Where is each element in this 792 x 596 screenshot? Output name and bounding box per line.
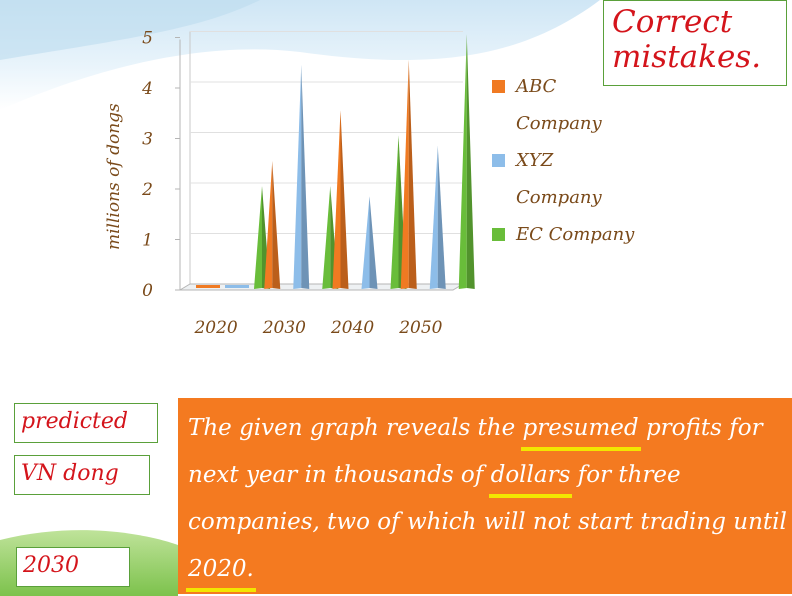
- legend-label: ABC: [516, 76, 557, 97]
- legend-label: Company: [516, 113, 602, 134]
- bar: [361, 196, 370, 289]
- highlight-2020: 2020.: [186, 546, 256, 593]
- bar: [332, 110, 341, 289]
- x-tick-label: 2020: [193, 318, 237, 338]
- bar-side: [437, 145, 446, 289]
- legend-item: ABC Company: [492, 68, 662, 142]
- x-tick-label: 2040: [330, 318, 374, 338]
- y-tick-label: 3: [142, 130, 153, 150]
- bar: [225, 285, 249, 288]
- paragraph-part-2: profits for next year in thousands of: [188, 415, 763, 488]
- highlight-presumed: presumed: [520, 405, 641, 452]
- bar-side: [340, 110, 349, 289]
- x-tick-label: 2050: [398, 318, 442, 338]
- bar: [429, 145, 438, 289]
- legend-swatch: [492, 228, 505, 241]
- title-line-1: Correct: [612, 4, 733, 40]
- y-tick-label: 0: [142, 281, 153, 301]
- y-tick-label: 2: [141, 180, 153, 200]
- bar-side: [272, 160, 281, 289]
- legend-label: EC Company: [516, 224, 635, 245]
- bar: [458, 34, 467, 289]
- highlight-dollars: dollars: [488, 452, 573, 499]
- title-box: Correct mistakes.: [603, 0, 787, 86]
- bar: [264, 160, 273, 289]
- bar-side: [301, 64, 310, 289]
- bar: [254, 186, 262, 289]
- bar: [400, 59, 409, 289]
- correction-predicted: predicted: [14, 403, 158, 443]
- bar-side: [466, 34, 475, 289]
- paragraph-part-1: The given graph reveals the: [188, 415, 523, 441]
- legend-swatch: [492, 154, 505, 167]
- correction-vn-dong: VN dong: [14, 455, 150, 495]
- legend-item: EC Company: [492, 216, 662, 253]
- legend-label: XYZ: [516, 150, 554, 171]
- y-tick-label: 1: [142, 231, 153, 251]
- bar: [390, 135, 399, 289]
- bar-side: [408, 59, 417, 289]
- y-tick-label: 5: [142, 29, 153, 49]
- bar: [196, 285, 220, 288]
- plot-floor: [178, 283, 465, 291]
- paragraph-text: The given graph reveals the presumed pro…: [178, 398, 792, 594]
- y-tick-label: 4: [141, 79, 153, 99]
- paragraph-part-3: for three companies, two of which will n…: [188, 462, 787, 535]
- legend-swatch: [492, 80, 505, 93]
- x-tick-label: 2030: [262, 318, 306, 338]
- bar: [322, 186, 331, 289]
- y-axis-label: millions of dongs: [104, 103, 124, 250]
- bar-chart: 0 1 2 3 4 5 2020 2030 2040 2050 millions of dong…: [104, 29, 475, 338]
- bar: [293, 64, 302, 289]
- legend-label: Company: [516, 187, 602, 208]
- bar-side: [369, 196, 378, 289]
- correction-2030: 2030: [16, 547, 130, 587]
- chart-legend: ABC Company XYZ Company EC Company: [492, 68, 662, 253]
- legend-item: XYZ Company: [492, 142, 662, 216]
- title-line-2: mistakes.: [612, 39, 762, 75]
